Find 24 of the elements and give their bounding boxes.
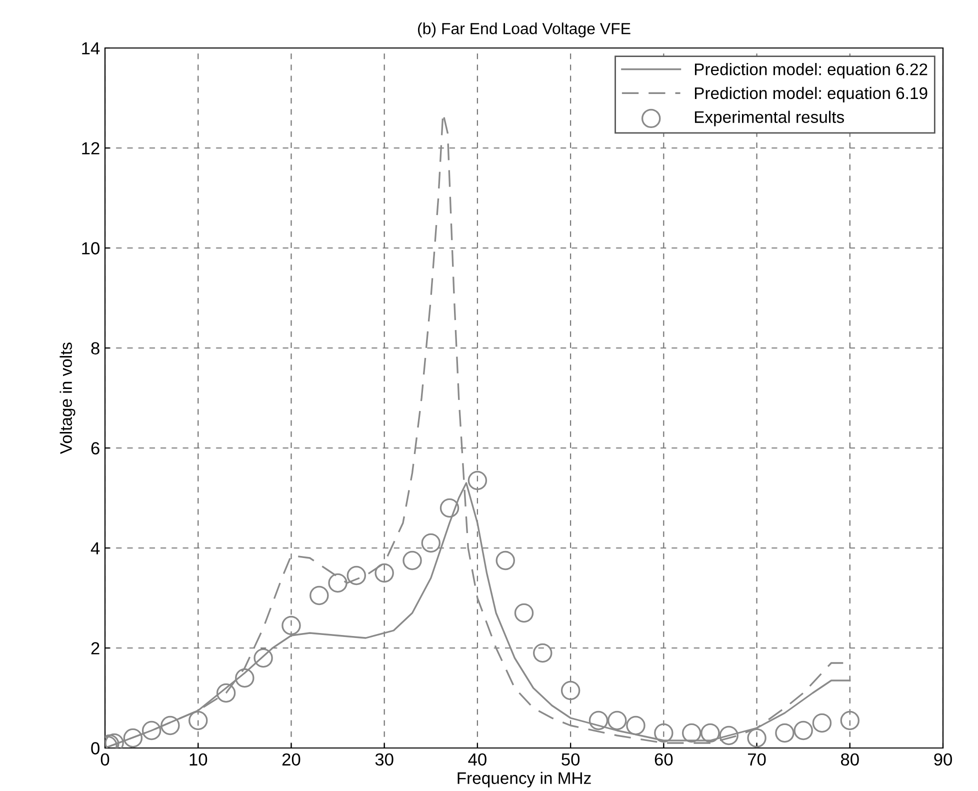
legend-label: Prediction model: equation 6.19 [694, 86, 928, 102]
legend-label: Experimental results [694, 110, 844, 126]
y-tick-label: 0 [91, 742, 100, 754]
x-tick-label: 30 [375, 753, 394, 766]
x-tick-label: 50 [562, 753, 580, 766]
y-tick-label: 4 [90, 542, 100, 554]
y-tick-label: 10 [82, 242, 100, 254]
x-tick-label: 70 [748, 753, 766, 766]
x-tick-label: 10 [190, 753, 208, 766]
y-tick-label: 8 [91, 342, 100, 354]
y-axis-title: Voltage in volts [60, 342, 76, 454]
x-tick-label: 60 [654, 753, 673, 766]
y-tick-label: 2 [91, 642, 100, 654]
x-tick-label: 0 [100, 753, 110, 766]
x-tick-label: 40 [468, 753, 486, 766]
x-tick-label: 90 [934, 753, 952, 766]
legend-label: Prediction model: equation 6.22 [694, 63, 928, 79]
x-axis-title: Frequency in MHz [458, 772, 591, 788]
x-tick-label: 20 [282, 753, 300, 766]
chart-title: (b) Far End Load Voltage VFE [418, 22, 630, 38]
x-tick-label: 80 [840, 753, 859, 766]
y-tick-label: 6 [91, 442, 100, 454]
y-tick-label: 12 [82, 142, 100, 154]
y-tick-label: 14 [82, 42, 100, 54]
